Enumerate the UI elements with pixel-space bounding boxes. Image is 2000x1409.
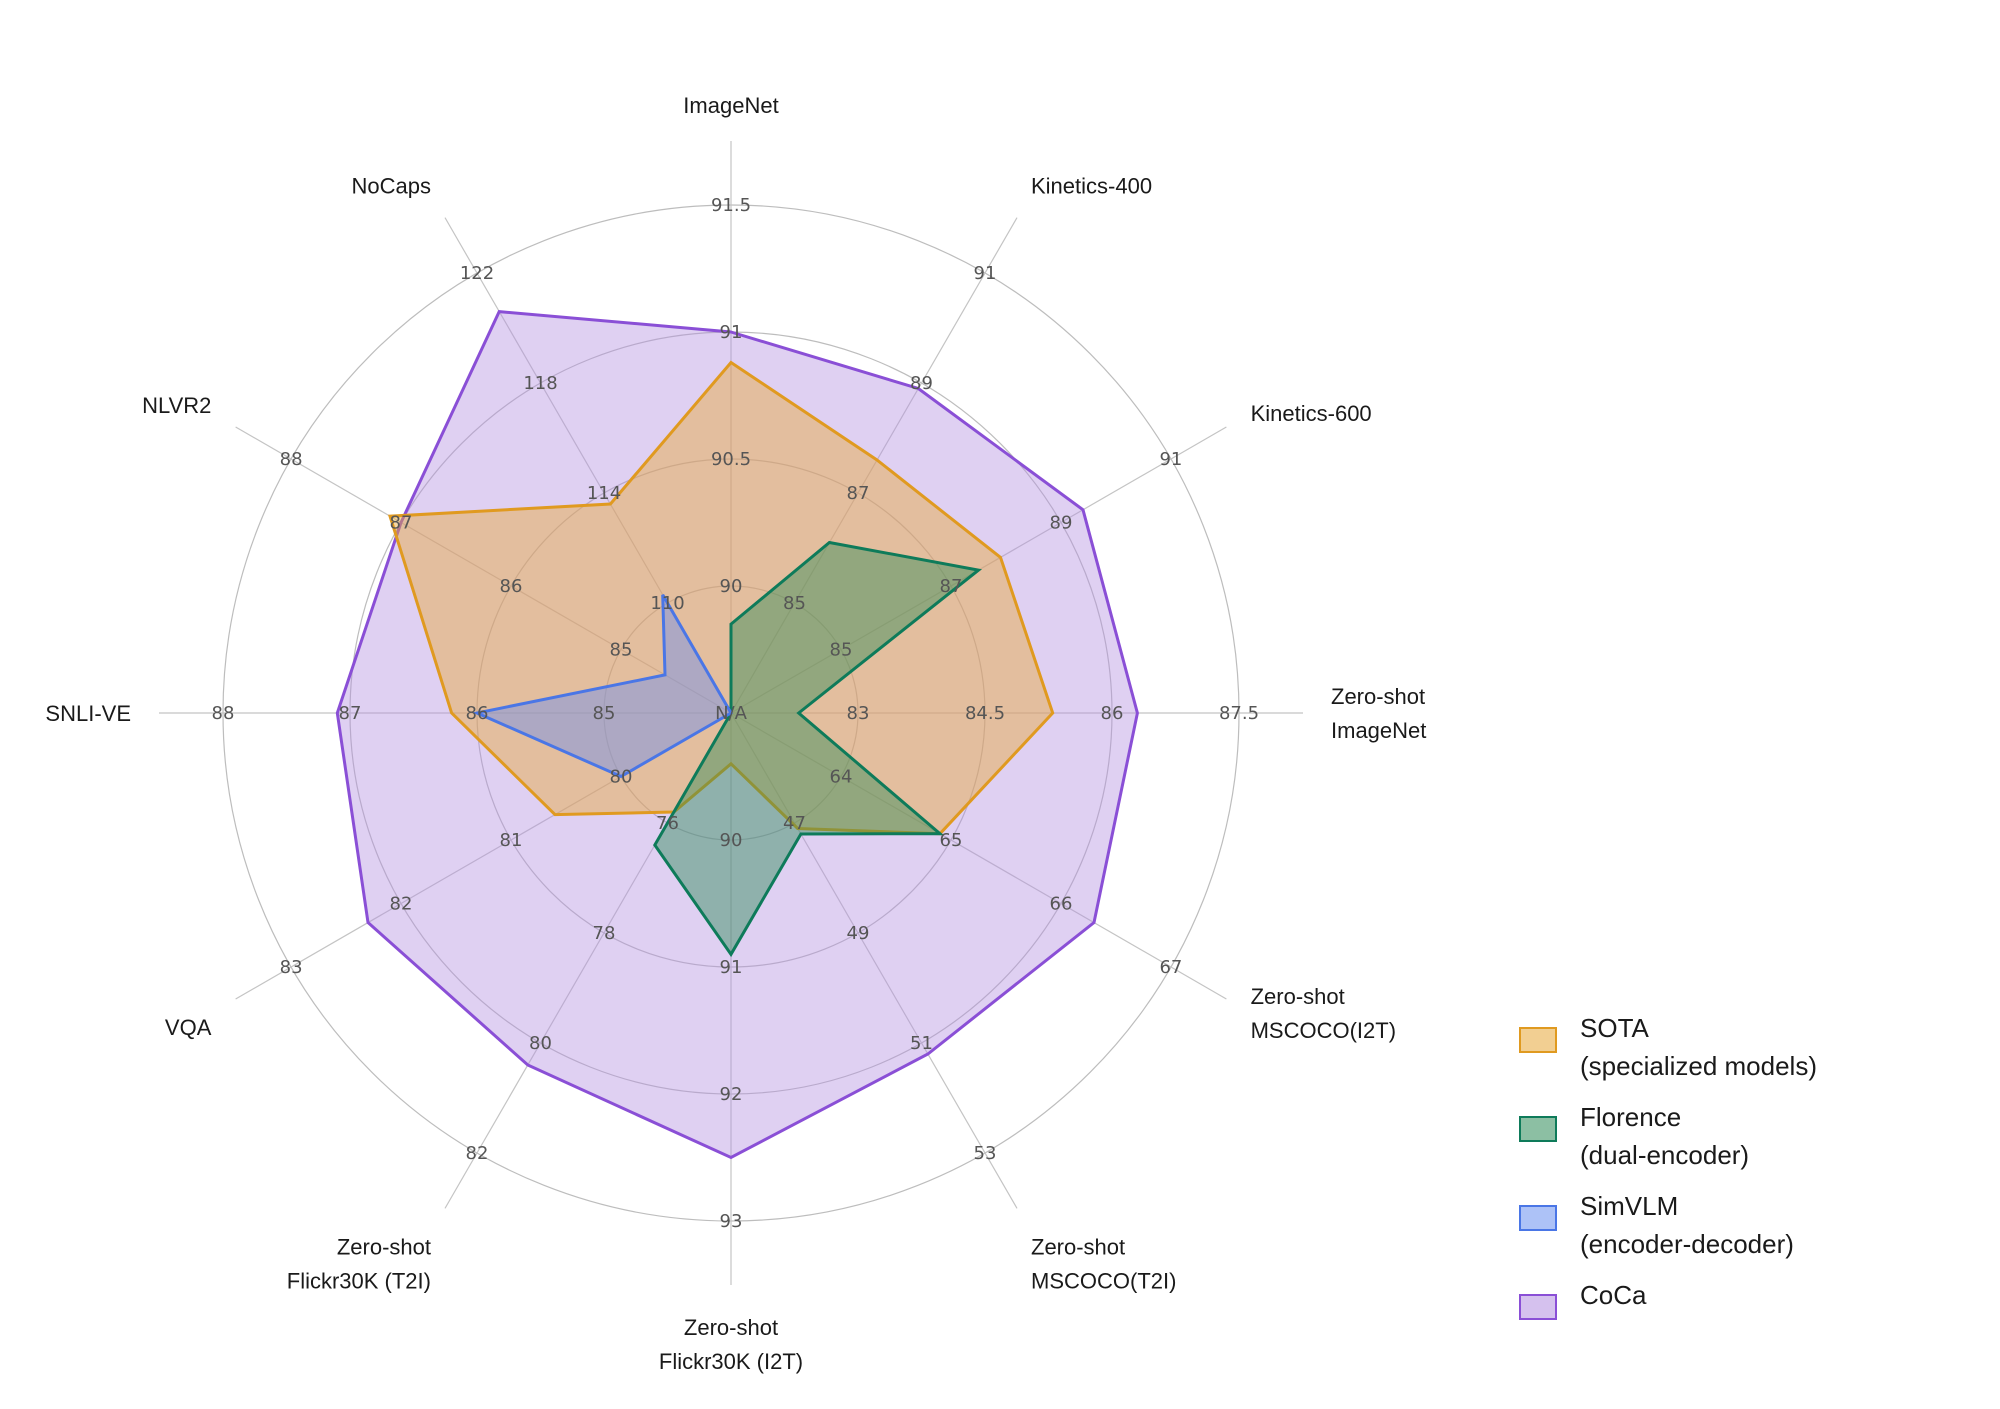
tick-label: 53 [974,1143,997,1164]
series-simvlm-polygon [472,594,734,779]
tick-label: 65 [940,830,963,851]
series-florence-polygon [653,540,983,958]
tick-label: 91 [1159,449,1182,470]
tick-label: 82 [390,894,413,915]
tick-label: 86 [1101,703,1124,724]
tick-label: 91.5 [711,195,751,216]
axis-label: Zero-shot Flickr30K (I2T) [659,1315,803,1374]
legend-swatch-florence [1519,1116,1557,1142]
tick-label: 118 [523,373,557,394]
axis-label: VQA [165,1015,212,1040]
tick-label: N/A [715,703,748,724]
tick-label: 85 [783,593,806,614]
tick-label: 80 [610,767,633,788]
tick-label: 93 [720,1211,743,1232]
axis-label: Kinetics-400 [1031,173,1152,198]
axis-labels: ImageNet Kinetics-400 Kinetics-600 Zero-sho… [45,93,1426,1374]
series-coca-polygon [335,310,1139,1160]
tick-label: 87 [847,483,870,504]
tick-label: 92 [720,1084,743,1105]
legend-label-florence: Florence (dual-encoder) [1580,1102,1749,1170]
tick-label: 86 [500,576,523,597]
axis-label: Zero-shot MSCOCO(T2I) [1031,1235,1176,1294]
axis-spoke [730,712,1018,1209]
tick-label: 80 [529,1033,552,1054]
tick-label: 47 [783,813,806,834]
tick-label: 82 [466,1143,489,1164]
tick-labels: N/A 90 90.5 91 91.5 85 87 89 91 85 87 89 91 83 84.5 86 8… [212,195,1259,1232]
axis-label: Zero-shot Flickr30K (T2I) [287,1235,431,1294]
tick-label: 110 [650,593,684,614]
tick-label: 90 [720,830,743,851]
axis-spoke [730,217,1018,714]
tick-label: 51 [910,1033,933,1054]
tick-label: 114 [587,483,621,504]
tick-label: 91 [974,263,997,284]
tick-label: 78 [593,923,616,944]
tick-label: 64 [830,767,853,788]
legend-label-coca: CoCa [1580,1280,1647,1310]
tick-label: 90.5 [711,449,751,470]
axis-label: Zero-shot MSCOCO(I2T) [1251,984,1396,1043]
tick-label: 83 [847,703,870,724]
tick-label: 91 [720,957,743,978]
tick-label: 87.5 [1219,703,1259,724]
legend-label-simvlm: SimVLM (encoder-decoder) [1580,1191,1794,1259]
tick-label: 89 [1050,513,1073,534]
tick-label: 87 [940,576,963,597]
tick-label: 88 [280,449,303,470]
tick-label: 84.5 [965,703,1005,724]
tick-label: 87 [390,513,413,534]
legend: SOTA (specialized models) Florence (dual-en… [1519,1013,1817,1320]
axis-label: NLVR2 [142,393,211,418]
tick-label: 87 [339,703,362,724]
tick-label: 85 [593,703,616,724]
legend-swatch-coca [1519,1294,1557,1320]
tick-label: 85 [830,640,853,661]
tick-label: 90 [720,576,743,597]
tick-label: 122 [460,263,494,284]
legend-swatch-sota [1519,1027,1557,1053]
axis-label: SNLI-VE [45,701,131,726]
axis-spoke [730,712,1227,1000]
tick-label: 91 [720,322,743,343]
tick-label: 49 [847,923,870,944]
tick-label: 83 [280,957,303,978]
series-sota-polygon [387,360,1055,836]
tick-label: 66 [1050,894,1073,915]
tick-label: 67 [1159,957,1182,978]
axis-label: Kinetics-600 [1251,401,1372,426]
tick-label: 88 [212,703,235,724]
legend-swatch-simvlm [1519,1205,1557,1231]
tick-label: 89 [910,373,933,394]
tick-label: 86 [466,703,489,724]
tick-label: 76 [656,813,679,834]
series-layer [335,310,1139,1160]
axis-label: NoCaps [352,173,431,198]
axis-label: Zero-shot ImageNet [1331,684,1426,743]
axis-spoke [235,426,732,714]
axis-label: ImageNet [683,93,778,118]
tick-label: 85 [610,640,633,661]
tick-label: 81 [500,830,523,851]
legend-label-sota: SOTA (specialized models) [1580,1013,1817,1081]
